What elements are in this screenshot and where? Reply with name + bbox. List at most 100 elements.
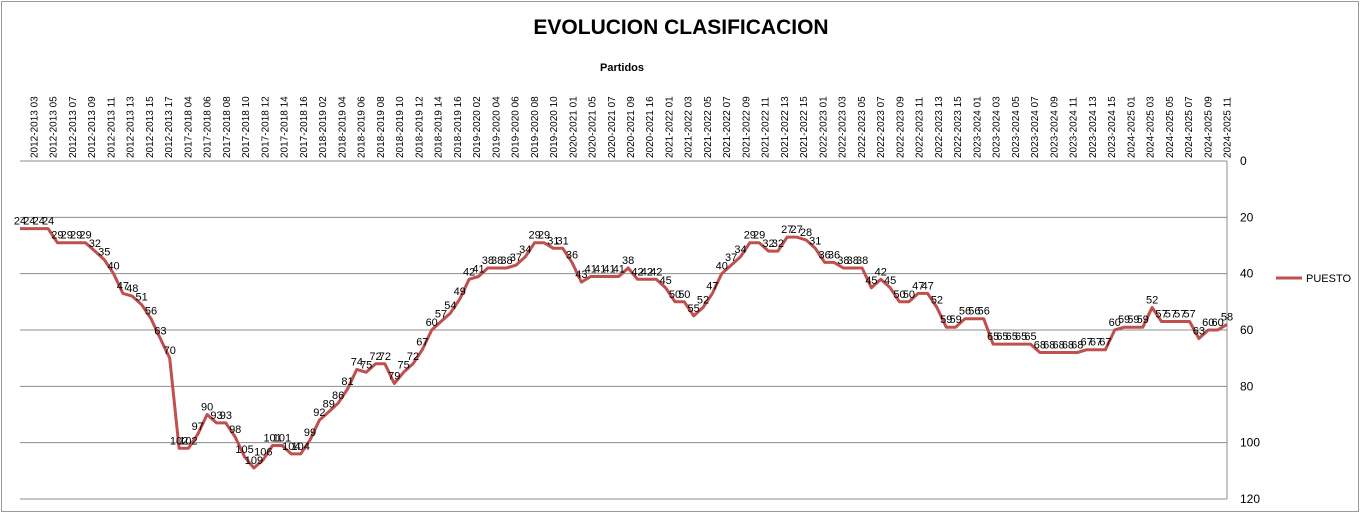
- x-tick-label: 2024-2025 03: [1146, 96, 1157, 158]
- x-tick-label: 2022-2023 01: [818, 96, 829, 158]
- data-label: 67: [416, 337, 428, 349]
- data-label: 56: [968, 306, 980, 318]
- data-label: 65: [1015, 331, 1027, 343]
- data-label: 38: [500, 255, 512, 267]
- x-tick-label: 2023-2024 13: [1088, 96, 1099, 158]
- x-tick-label: 2023-2024 09: [1049, 96, 1060, 158]
- y-tick-label: 100: [1240, 436, 1260, 450]
- data-label: 38: [482, 255, 494, 267]
- data-label: 57: [1174, 309, 1186, 321]
- x-tick-label: 2022-2023 03: [838, 96, 849, 158]
- data-label: 68: [1062, 340, 1074, 352]
- data-labels: 2424242429292929323540474851566370102102…: [14, 216, 1233, 467]
- data-label: 38: [856, 255, 868, 267]
- data-label: 41: [585, 263, 597, 275]
- data-label: 31: [809, 235, 821, 247]
- data-label: 55: [688, 303, 700, 315]
- x-tick-label: 2019-2020 10: [549, 96, 560, 158]
- data-label: 67: [1090, 337, 1102, 349]
- data-label: 105: [235, 444, 253, 456]
- x-tick-label: 2019-2020 02: [472, 96, 483, 158]
- x-tick-label: 2023-2024 11: [1069, 97, 1080, 158]
- x-tick-label: 2017-2018 08: [222, 96, 233, 158]
- x-tick-label: 2021-2022 05: [703, 96, 714, 158]
- x-tick-label: 2023-2024 03: [992, 96, 1003, 158]
- legend-label: PUESTO: [1306, 273, 1351, 285]
- data-label: 29: [744, 230, 756, 242]
- data-label: 104: [282, 441, 300, 453]
- data-label: 24: [14, 216, 26, 228]
- x-tick-label: 2022-2023 15: [953, 96, 964, 158]
- y-tick-label: 120: [1240, 492, 1260, 506]
- data-label: 41: [594, 263, 606, 275]
- data-label: 75: [397, 359, 409, 371]
- data-label: 42: [641, 266, 653, 278]
- x-tick-label: 2021-2022 13: [780, 96, 791, 158]
- data-label: 90: [201, 402, 213, 414]
- data-label: 45: [865, 275, 877, 287]
- data-label: 81: [341, 376, 353, 388]
- data-label: 47: [921, 280, 933, 292]
- x-tick-label: 2021-2022 03: [684, 96, 695, 158]
- data-label: 42: [463, 266, 475, 278]
- data-label: 52: [1146, 294, 1158, 306]
- x-tick-label: 2012-2013 05: [49, 96, 60, 158]
- x-tick-label: 2017-2018 16: [299, 96, 310, 158]
- x-axis: 2012-2013 03 2012-2013 05 2012-2013 07 2012…: [30, 96, 1234, 158]
- x-tick-label: 2020-2021 07: [607, 96, 618, 158]
- data-label: 102: [179, 435, 197, 447]
- data-label: 54: [444, 300, 456, 312]
- data-label: 36: [566, 249, 578, 261]
- data-label: 45: [659, 275, 671, 287]
- data-label: 72: [379, 351, 391, 363]
- data-label: 38: [491, 255, 503, 267]
- data-label: 68: [1071, 340, 1083, 352]
- data-label: 24: [23, 216, 35, 228]
- data-label: 29: [79, 230, 91, 242]
- data-label: 29: [51, 230, 63, 242]
- data-label: 89: [323, 399, 335, 411]
- data-label: 51: [136, 292, 148, 304]
- data-label: 75: [360, 359, 372, 371]
- data-label: 38: [847, 255, 859, 267]
- x-tick-label: 2012-2013 11: [106, 97, 117, 158]
- data-label: 34: [519, 244, 531, 256]
- x-tick-label: 2024-2025 09: [1203, 96, 1214, 158]
- y-axis: 0 20 40 60 80 100 120: [20, 154, 1260, 506]
- data-label: 37: [725, 252, 737, 264]
- data-label: 58: [1221, 311, 1233, 323]
- x-tick-label: 2022-2023 05: [857, 96, 868, 158]
- data-label: 65: [1024, 331, 1036, 343]
- x-tick-label: 2023-2024 07: [1030, 96, 1041, 158]
- data-label: 98: [229, 424, 241, 436]
- data-label: 72: [407, 351, 419, 363]
- data-label: 65: [1006, 331, 1018, 343]
- data-label: 47: [912, 280, 924, 292]
- data-label: 36: [828, 249, 840, 261]
- data-label: 68: [1052, 340, 1064, 352]
- data-label: 102: [170, 435, 188, 447]
- x-tick-label: 2017-2018 14: [280, 96, 291, 158]
- y-tick-label: 20: [1240, 210, 1254, 224]
- data-label: 52: [697, 294, 709, 306]
- data-label: 29: [61, 230, 73, 242]
- x-tick-label: 2024-2025 07: [1184, 96, 1195, 158]
- y-tick-label: 80: [1240, 379, 1254, 393]
- y-tick-label: 40: [1240, 267, 1254, 281]
- data-label: 48: [126, 283, 138, 295]
- x-tick-label: 2012-2013 07: [68, 96, 79, 158]
- x-tick-label: 2017-2018 12: [260, 96, 271, 158]
- data-label: 27: [790, 224, 802, 236]
- data-label: 63: [1193, 325, 1205, 337]
- data-label: 104: [292, 441, 310, 453]
- data-label: 59: [1137, 314, 1149, 326]
- x-axis-title: Partidos: [600, 62, 644, 74]
- data-label: 37: [510, 252, 522, 264]
- x-tick-label: 2022-2023 09: [895, 96, 906, 158]
- x-tick-label: 2019-2020 08: [530, 96, 541, 158]
- data-label: 99: [304, 427, 316, 439]
- x-tick-label: 2018-2019 10: [395, 96, 406, 158]
- data-label: 24: [33, 216, 45, 228]
- data-label: 57: [435, 309, 447, 321]
- data-label: 32: [89, 238, 101, 250]
